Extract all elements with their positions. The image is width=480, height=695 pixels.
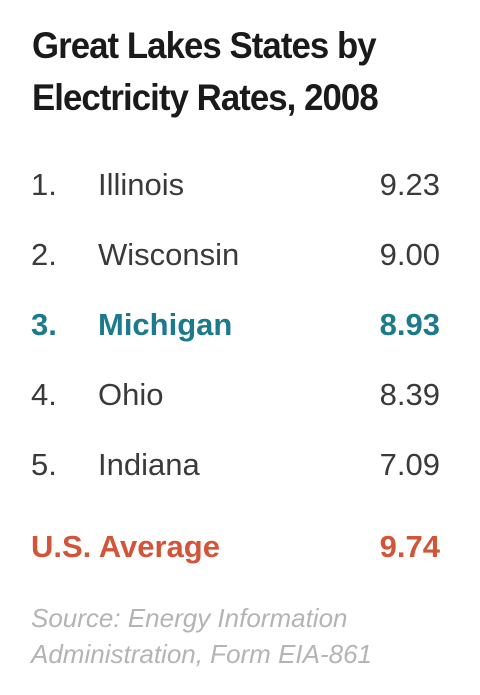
source-note: Source: Energy Information Administratio… [31,600,461,672]
source-line-2: Administration, Form EIA-861 [31,639,373,669]
table-row: 1. Illinois 9.23 [0,165,480,205]
row-state: Illinois [98,167,185,202]
row-rank: 4. [31,377,57,412]
table-row: 5. Indiana 7.09 [0,445,480,485]
chart-title-line-2: Electricity Rates, 2008 [32,77,379,118]
chart-title: Great Lakes States by Electricity Rates,… [32,20,436,124]
row-state: Indiana [98,447,200,482]
row-value: 9.23 [379,167,440,202]
table-row: 2. Wisconsin 9.00 [0,235,480,275]
row-rank: 2. [31,237,57,272]
table-row: 4. Ohio 8.39 [0,375,480,415]
chart-title-line-1: Great Lakes States by [32,25,377,66]
row-rank: 3. [31,307,57,342]
row-rank: 5. [31,447,57,482]
table-row: 3. Michigan 8.93 [0,305,480,345]
row-value: 7.09 [379,447,440,482]
row-state: Wisconsin [98,237,240,272]
us-average-value: 9.74 [379,529,440,564]
row-state: Michigan [98,307,233,342]
row-value: 8.93 [379,307,440,342]
us-average-label: U.S. Average [31,529,220,564]
row-value: 8.39 [379,377,440,412]
row-rank: 1. [31,167,57,202]
source-line-1: Source: Energy Information [31,603,348,633]
row-state: Ohio [98,377,164,412]
us-average-row: U.S. Average 9.74 [0,527,480,567]
row-value: 9.00 [379,237,440,272]
